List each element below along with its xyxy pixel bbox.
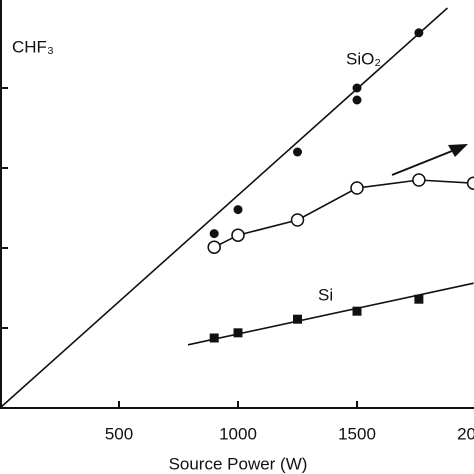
point [290,213,305,227]
point [209,333,219,343]
x-axis-label: Source Power (W) [169,454,308,473]
point [231,228,245,242]
point [207,240,221,254]
x-tick-label: 2000 [457,424,474,443]
annotation: SiO₂ [346,49,381,68]
point [352,95,362,105]
point [209,229,219,239]
annotation: CHF₃ [12,37,54,56]
line [0,7,448,409]
point [412,173,426,187]
point [466,176,474,190]
annotation: Si [318,285,333,304]
point [414,294,424,304]
point [350,181,364,195]
x-tick-label: 1000 [219,424,257,443]
point [233,205,243,215]
x-tick-label: 500 [105,424,133,443]
point [233,328,243,338]
line [213,179,474,248]
point [293,147,302,157]
point [352,306,362,316]
arrow [391,144,468,176]
x-tick-label: 1500 [338,424,376,443]
point [293,314,302,324]
line [187,282,474,346]
